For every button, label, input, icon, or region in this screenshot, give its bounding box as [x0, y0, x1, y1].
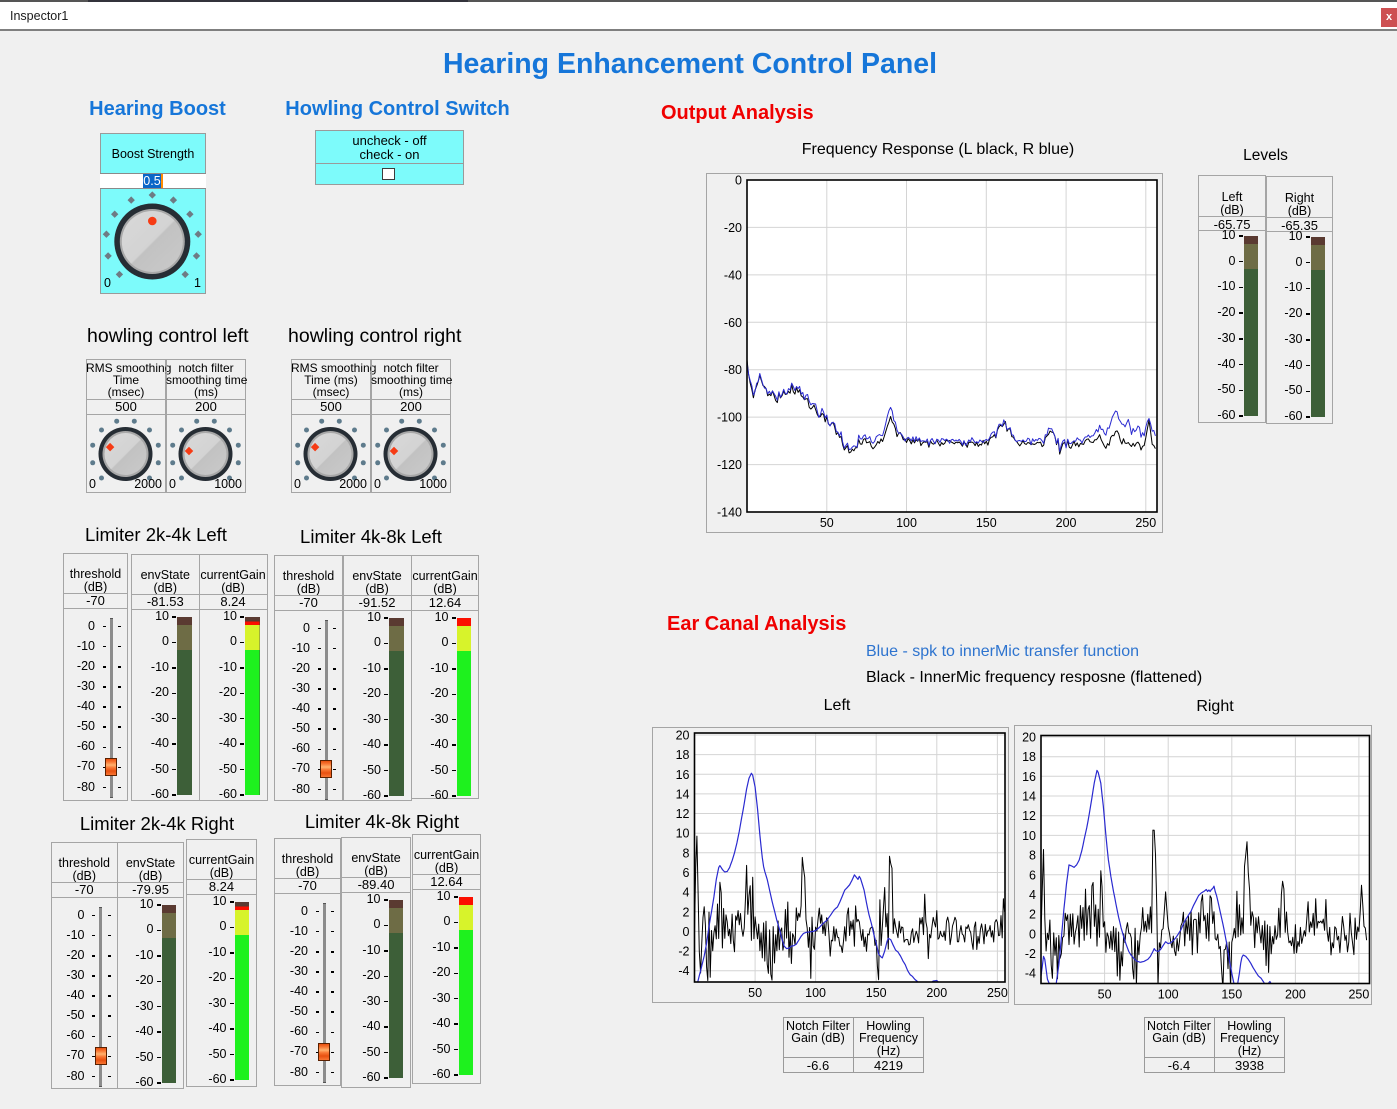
svg-text:18: 18	[676, 748, 690, 762]
svg-text:-120: -120	[717, 458, 742, 472]
svg-text:12: 12	[676, 807, 690, 821]
svg-text:150: 150	[1221, 988, 1242, 1002]
svg-text:12: 12	[1022, 809, 1036, 823]
svg-text:10: 10	[1022, 829, 1036, 843]
svg-text:4: 4	[1029, 888, 1036, 902]
svg-text:-2: -2	[678, 945, 689, 959]
svg-text:-4: -4	[1025, 967, 1036, 981]
svg-text:0: 0	[1029, 927, 1036, 941]
svg-text:50: 50	[1098, 988, 1112, 1002]
svg-text:8: 8	[1029, 849, 1036, 863]
svg-text:16: 16	[1022, 770, 1036, 784]
svg-text:6: 6	[1029, 868, 1036, 882]
svg-text:4: 4	[683, 886, 690, 900]
svg-text:20: 20	[676, 729, 690, 743]
svg-text:2: 2	[1029, 908, 1036, 922]
svg-text:-80: -80	[724, 363, 742, 377]
svg-text:14: 14	[1022, 790, 1036, 804]
svg-text:100: 100	[896, 516, 917, 530]
svg-text:50: 50	[820, 516, 834, 530]
svg-text:150: 150	[866, 986, 887, 1000]
svg-text:200: 200	[926, 986, 947, 1000]
svg-text:6: 6	[683, 866, 690, 880]
svg-text:14: 14	[676, 787, 690, 801]
svg-text:100: 100	[1158, 988, 1179, 1002]
svg-text:0: 0	[683, 925, 690, 939]
svg-text:250: 250	[1135, 516, 1156, 530]
svg-text:18: 18	[1022, 750, 1036, 764]
svg-text:20: 20	[1022, 731, 1036, 745]
svg-text:0: 0	[735, 174, 742, 188]
svg-text:-60: -60	[724, 316, 742, 330]
svg-text:-20: -20	[724, 221, 742, 235]
svg-text:10: 10	[676, 827, 690, 841]
svg-text:-2: -2	[1025, 947, 1036, 961]
svg-text:150: 150	[976, 516, 997, 530]
svg-text:200: 200	[1056, 516, 1077, 530]
svg-text:2: 2	[683, 905, 690, 919]
svg-text:250: 250	[987, 986, 1008, 1000]
svg-text:-40: -40	[724, 268, 742, 282]
svg-text:16: 16	[676, 768, 690, 782]
svg-text:-4: -4	[678, 964, 689, 978]
svg-text:-140: -140	[717, 506, 742, 520]
svg-text:100: 100	[805, 986, 826, 1000]
svg-text:250: 250	[1348, 988, 1369, 1002]
svg-text:-100: -100	[717, 411, 742, 425]
svg-text:200: 200	[1285, 988, 1306, 1002]
svg-text:50: 50	[748, 986, 762, 1000]
svg-text:8: 8	[683, 846, 690, 860]
